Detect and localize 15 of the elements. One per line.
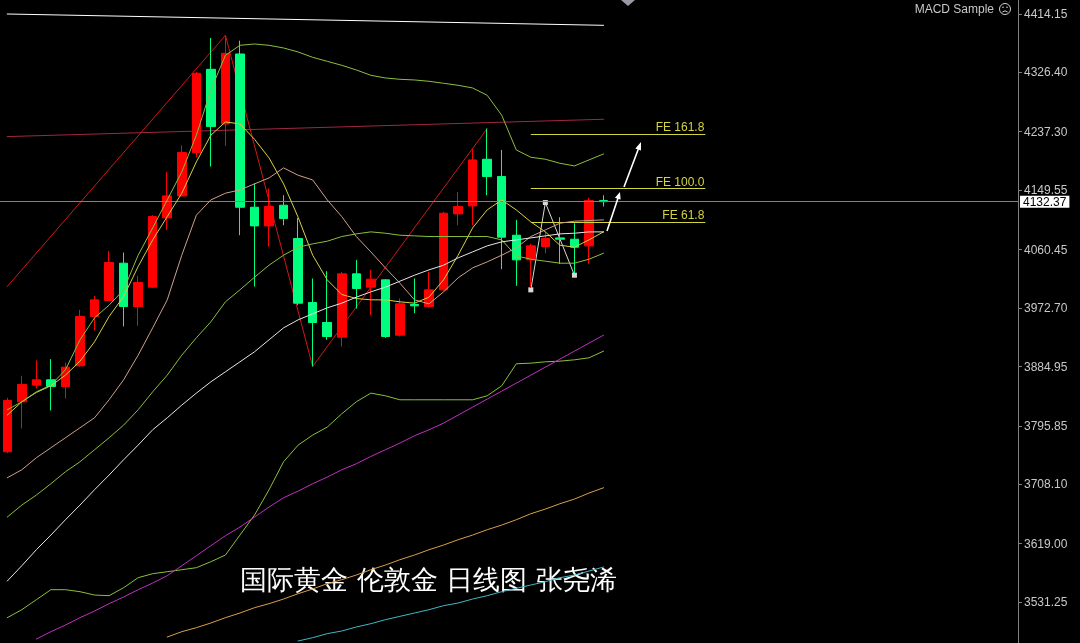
y-tick-label: 4060.45 (1024, 242, 1068, 257)
y-tick-label: 4237.30 (1024, 124, 1068, 139)
y-tick-label: 3972.70 (1024, 301, 1068, 316)
text: MACD Sample (914, 2, 995, 16)
ref-line-label: FE 61.8 (662, 207, 705, 222)
y-tick-label: 4414.15 (1024, 6, 1068, 21)
ref-line-label: 4132.37 (1023, 194, 1067, 209)
y-tick-label: 3531.25 (1024, 595, 1068, 610)
y-tick-label: 4326.40 (1024, 65, 1068, 80)
y-tick-label: 3619.00 (1024, 536, 1068, 551)
ref-line-label: FE 161.8 (655, 119, 705, 134)
y-tick-label: 3884.95 (1024, 359, 1068, 374)
y-tick-label: 3795.85 (1024, 418, 1068, 433)
ref-line-label: FE 100.0 (655, 174, 705, 189)
y-tick-label: 3708.10 (1024, 477, 1068, 492)
